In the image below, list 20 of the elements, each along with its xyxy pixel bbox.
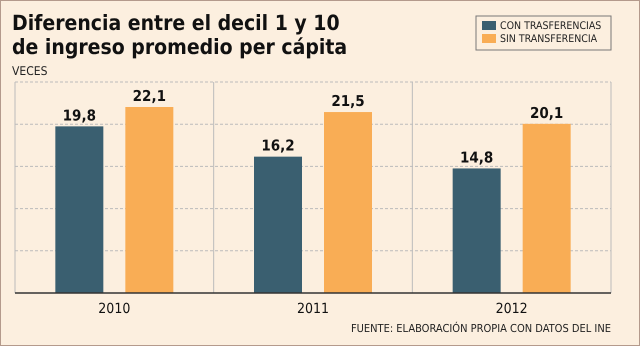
data-label: 20,1 (530, 104, 564, 122)
legend-label: CON TRASFERENCIAS (500, 20, 602, 32)
bar (452, 168, 501, 293)
x-tick-label: 2012 (496, 301, 528, 317)
data-label: 16,2 (261, 136, 295, 155)
bar (522, 124, 571, 293)
bar (254, 156, 302, 293)
data-label: 21,5 (331, 92, 365, 110)
x-tick-label: 2011 (296, 301, 330, 317)
legend-label: SIN TRANSFERENCIA (500, 33, 598, 45)
bar (125, 107, 174, 293)
bar (324, 112, 372, 293)
y-axis-title: VECES (12, 64, 48, 78)
data-label: 22,1 (132, 87, 166, 105)
data-label: 19,8 (62, 106, 96, 124)
data-label: 14,8 (460, 148, 494, 166)
bar (55, 126, 104, 293)
chart-title: Diferencia entre el decil 1 y 10 de ingreso promedio per cápita (12, 11, 348, 59)
x-tick-label: 2010 (98, 301, 130, 317)
source-note: FUENTE: ELABORACIÓN PROPIA CON DATOS DEL INE (350, 321, 611, 335)
